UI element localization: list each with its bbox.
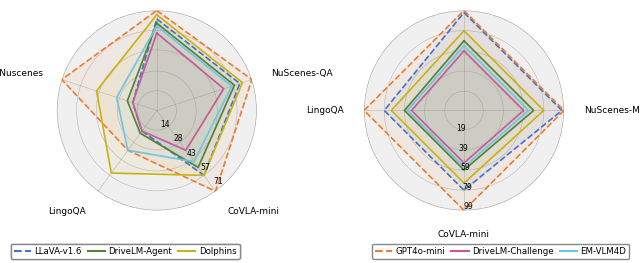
Polygon shape [132, 33, 224, 150]
Text: 99: 99 [464, 203, 474, 211]
Text: LingoQA: LingoQA [49, 208, 86, 216]
Text: CoVLA-mini: CoVLA-mini [227, 208, 279, 216]
Text: 71: 71 [213, 177, 223, 186]
Text: 14: 14 [160, 120, 170, 129]
Polygon shape [391, 31, 544, 183]
Polygon shape [408, 46, 529, 167]
Text: CoVLA-mini: CoVLA-mini [438, 230, 490, 239]
Text: 57: 57 [200, 163, 210, 172]
Polygon shape [412, 51, 524, 163]
Legend: LLaVA-v1.6, DriveLM-Agent, Dolphins: LLaVA-v1.6, DriveLM-Agent, Dolphins [11, 244, 239, 259]
Text: 43: 43 [187, 149, 196, 158]
Polygon shape [384, 13, 562, 190]
Polygon shape [97, 15, 243, 175]
Text: 59: 59 [460, 163, 470, 173]
Text: 39: 39 [458, 144, 468, 153]
Text: DriveLM-Nuscenes: DriveLM-Nuscenes [0, 69, 43, 78]
Polygon shape [132, 19, 240, 175]
Legend: GPT4o-mini, DriveLM-Challenge, EM-VLM4D: GPT4o-mini, DriveLM-Challenge, EM-VLM4D [372, 244, 629, 259]
Polygon shape [364, 11, 564, 210]
Text: LingoQA: LingoQA [307, 106, 344, 115]
Polygon shape [404, 41, 534, 170]
Text: NuScenes-QA: NuScenes-QA [271, 69, 333, 78]
Text: 79: 79 [462, 183, 472, 192]
Polygon shape [61, 11, 252, 191]
Text: 28: 28 [173, 134, 183, 143]
Text: 19: 19 [456, 124, 466, 133]
Text: NuScenes-MQA: NuScenes-MQA [584, 106, 640, 115]
Polygon shape [116, 26, 232, 162]
Polygon shape [127, 23, 234, 167]
